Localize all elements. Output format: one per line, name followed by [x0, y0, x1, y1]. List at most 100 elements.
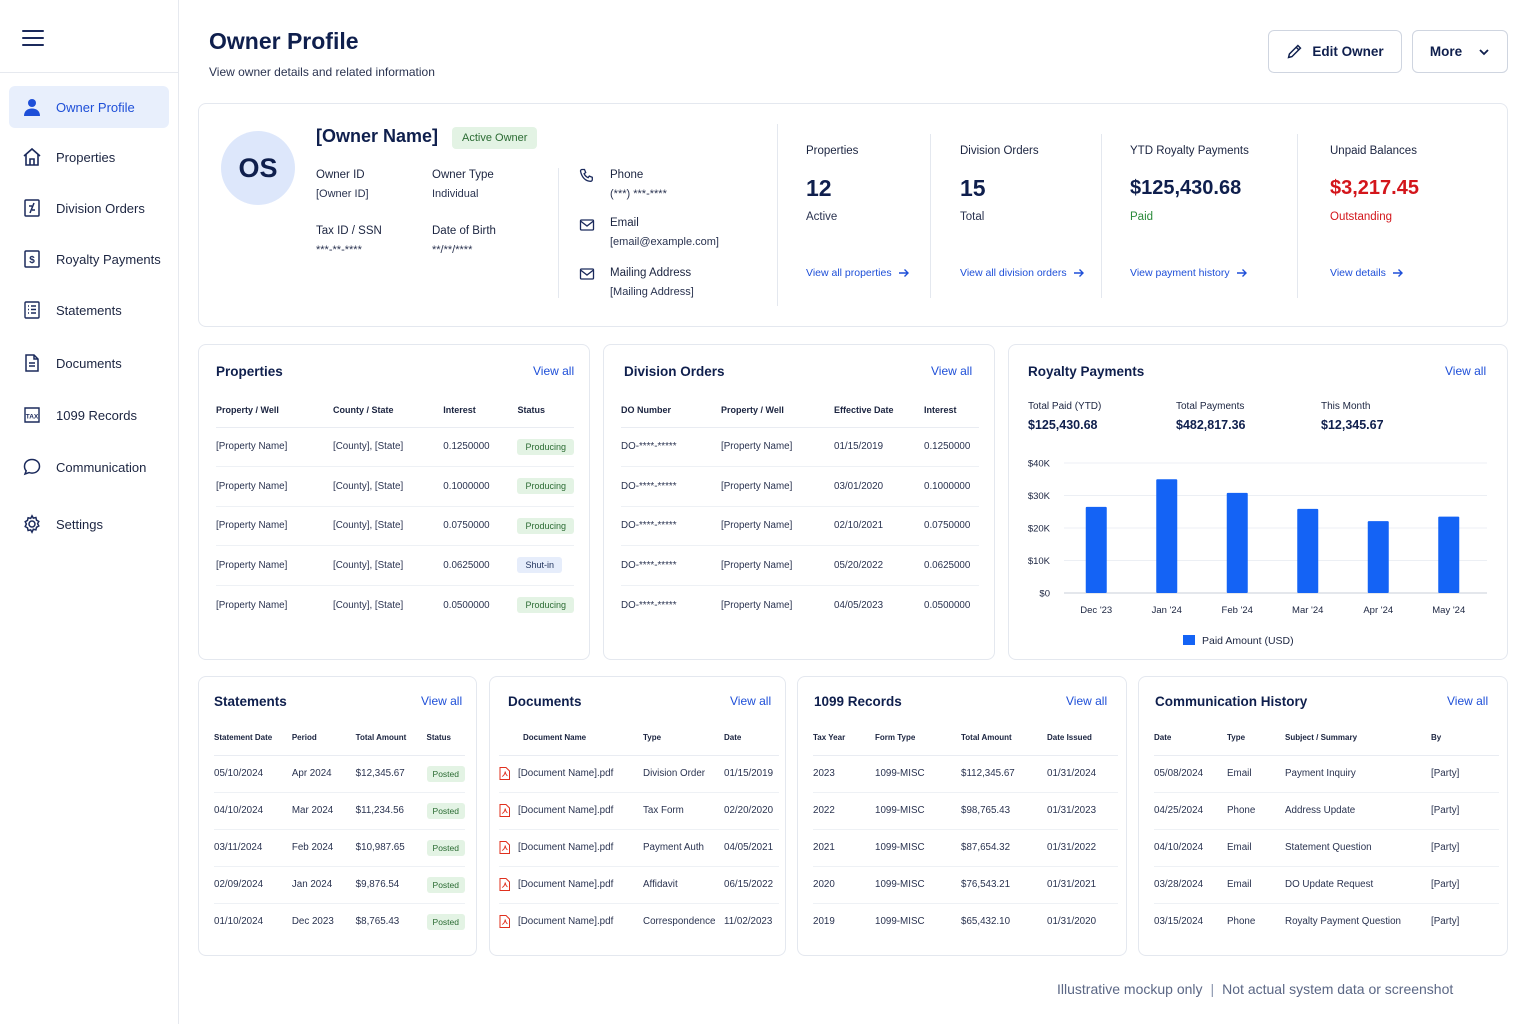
- table-cell: Posted: [426, 792, 465, 830]
- table-link[interactable]: [Property Name]: [216, 466, 333, 507]
- table-cell: Producing: [517, 506, 574, 546]
- view-payment-history-link[interactable]: View payment history: [1130, 267, 1248, 279]
- table-row[interactable]: [Property Name] [County], [State] 0.062500…: [216, 545, 574, 586]
- sidebar-item-documents[interactable]: Documents: [9, 342, 169, 384]
- panel-title: Properties: [216, 364, 283, 379]
- table-row[interactable]: DO-****-***** [Property Name] 05/20/2022 0.…: [621, 545, 979, 586]
- table-cell: 01/10/2024: [214, 916, 264, 928]
- bar[interactable]: [1438, 516, 1460, 593]
- table-row[interactable]: 2021 1099-MISC $87,654.32 01/31/2022: [813, 829, 1118, 867]
- table-link[interactable]: [Document Name].pdf: [499, 903, 643, 940]
- table-link[interactable]: DO-****-*****: [621, 427, 721, 467]
- table-row[interactable]: 03/28/2024 Email DO Update Request [Party]: [1154, 866, 1499, 904]
- bar[interactable]: [1226, 492, 1248, 593]
- communication-table: Date Type Subject / Summary By 05/08/202…: [1154, 721, 1499, 940]
- sidebar-item-settings[interactable]: Settings: [9, 503, 169, 545]
- table-row[interactable]: 2022 1099-MISC $98,765.43 01/31/2023: [813, 792, 1118, 830]
- table-row[interactable]: DO-****-***** [Property Name] 03/01/2020 0.…: [621, 466, 979, 507]
- menu-icon[interactable]: [22, 30, 44, 48]
- view-all-link[interactable]: View all: [533, 364, 575, 378]
- view-all-link[interactable]: View all: [1066, 694, 1108, 708]
- table-row[interactable]: 01/10/2024 Dec 2023 $8,765.43 Posted: [214, 903, 465, 940]
- table-row[interactable]: 2019 1099-MISC $65,432.10 01/31/2020: [813, 903, 1118, 940]
- bar[interactable]: [1085, 506, 1107, 593]
- table-link[interactable]: [Property Name]: [216, 545, 333, 586]
- table-row[interactable]: [Property Name] [County], [State] 0.100000…: [216, 466, 574, 507]
- view-all-link[interactable]: View all: [730, 694, 772, 708]
- sidebar-item-statements[interactable]: Statements: [9, 289, 169, 331]
- table-cell: 0.1000000: [443, 466, 518, 507]
- table-row[interactable]: [Document Name].pdf Affidavit 06/15/2022: [499, 866, 779, 904]
- more-button[interactable]: More: [1412, 30, 1508, 73]
- table-row[interactable]: DO-****-***** [Property Name] 02/10/2021 0.…: [621, 506, 979, 546]
- table-cell: 03/01/2020: [834, 466, 924, 507]
- 1099-records-panel: 1099 Records View all Tax Year Form Type…: [797, 676, 1127, 956]
- view-all-properties-link[interactable]: View all properties: [806, 267, 910, 279]
- edit-owner-button[interactable]: Edit Owner: [1268, 30, 1402, 73]
- sidebar-item-properties[interactable]: Properties: [9, 136, 169, 178]
- view-all-link[interactable]: View all: [1445, 364, 1487, 378]
- table-cell: 03/15/2024: [1154, 916, 1204, 928]
- table-row[interactable]: 03/11/2024 Feb 2024 $10,987.65 Posted: [214, 829, 465, 867]
- y-tick-label: $20K: [1028, 524, 1051, 535]
- table-link[interactable]: [Document Name].pdf: [499, 792, 643, 830]
- phone-value: (***) ***-****: [610, 188, 667, 200]
- owner-id-label: Owner ID: [316, 169, 365, 181]
- view-all-division-orders-link[interactable]: View all division orders: [960, 267, 1085, 279]
- sidebar-item-owner-profile[interactable]: Owner Profile: [9, 86, 169, 128]
- gear-icon: [22, 514, 42, 534]
- table-row[interactable]: [Document Name].pdf Tax Form 02/20/2020: [499, 792, 779, 830]
- table-row[interactable]: 05/10/2024 Apr 2024 $12,345.67 Posted: [214, 755, 465, 793]
- table-link[interactable]: [Document Name].pdf: [499, 829, 643, 867]
- table-link[interactable]: [Document Name].pdf: [499, 866, 643, 904]
- sidebar-item-label: Royalty Payments: [56, 251, 161, 267]
- table-row[interactable]: DO-****-***** [Property Name] 01/15/2019 0.…: [621, 427, 979, 467]
- table-row[interactable]: 05/08/2024 Email Payment Inquiry [Party]: [1154, 755, 1499, 793]
- 1099-records-table: Tax Year Form Type Total Amount Date Iss…: [813, 721, 1118, 940]
- table-link[interactable]: DO-****-*****: [621, 585, 721, 625]
- table-link[interactable]: [Property Name]: [216, 427, 333, 467]
- table-row[interactable]: [Document Name].pdf Division Order 01/15/2…: [499, 755, 779, 793]
- table-cell: 0.1250000: [924, 427, 979, 467]
- table-cell: 04/05/2021: [724, 829, 779, 867]
- link-text: [Property Name]: [216, 520, 288, 532]
- table-row[interactable]: [Document Name].pdf Payment Auth 04/05/202…: [499, 829, 779, 867]
- view-details-link[interactable]: View details: [1330, 267, 1404, 279]
- link-label: View all division orders: [960, 267, 1067, 279]
- status-badge: Producing: [517, 517, 574, 534]
- table-row[interactable]: 03/15/2024 Phone Royalty Payment Question […: [1154, 903, 1499, 940]
- table-row[interactable]: 02/09/2024 Jan 2024 $9,876.54 Posted: [214, 866, 465, 904]
- view-all-link[interactable]: View all: [1447, 694, 1489, 708]
- view-all-link[interactable]: View all: [931, 364, 973, 378]
- table-cell: 01/31/2022: [1047, 829, 1118, 867]
- bar[interactable]: [1156, 479, 1178, 593]
- table-row[interactable]: 04/10/2024 Mar 2024 $11,234.56 Posted: [214, 792, 465, 830]
- view-all-link[interactable]: View all: [421, 694, 463, 708]
- table-row[interactable]: [Property Name] [County], [State] 0.050000…: [216, 585, 574, 625]
- legend-swatch: [1183, 635, 1195, 645]
- table-link[interactable]: DO-****-*****: [621, 506, 721, 546]
- table-link[interactable]: [Property Name]: [216, 585, 333, 625]
- link-text: [Document Name].pdf: [518, 879, 614, 891]
- sidebar-item-communication[interactable]: Communication: [9, 446, 169, 488]
- table-row[interactable]: DO-****-***** [Property Name] 04/05/2023 0.…: [621, 585, 979, 625]
- table-cell: 2021: [813, 829, 875, 867]
- sidebar-item-1099-records[interactable]: TAX 1099 Records: [9, 394, 169, 436]
- table-row[interactable]: [Document Name].pdf Correspondence 11/02/2…: [499, 903, 779, 940]
- table-link[interactable]: DO-****-*****: [621, 545, 721, 586]
- table-row[interactable]: [Property Name] [County], [State] 0.125000…: [216, 427, 574, 467]
- table-row[interactable]: 04/10/2024 Email Statement Question [Party]: [1154, 829, 1499, 867]
- table-link[interactable]: [Property Name]: [216, 506, 333, 546]
- panel-title: Division Orders: [624, 364, 725, 379]
- bar[interactable]: [1367, 521, 1389, 593]
- table-row[interactable]: 04/25/2024 Phone Address Update [Party]: [1154, 792, 1499, 830]
- table-row[interactable]: [Property Name] [County], [State] 0.075000…: [216, 506, 574, 546]
- table-link[interactable]: [Document Name].pdf: [499, 755, 643, 793]
- table-row[interactable]: 2020 1099-MISC $76,543.21 01/31/2021: [813, 866, 1118, 904]
- table-link[interactable]: DO-****-*****: [621, 466, 721, 507]
- table-row[interactable]: 2023 1099-MISC $112,345.67 01/31/2024: [813, 755, 1118, 793]
- sidebar-item-division-orders[interactable]: Division Orders: [9, 187, 169, 229]
- table-cell: 0.0625000: [924, 545, 979, 586]
- bar[interactable]: [1297, 508, 1319, 593]
- sidebar-item-royalty-payments[interactable]: $ Royalty Payments: [9, 238, 169, 280]
